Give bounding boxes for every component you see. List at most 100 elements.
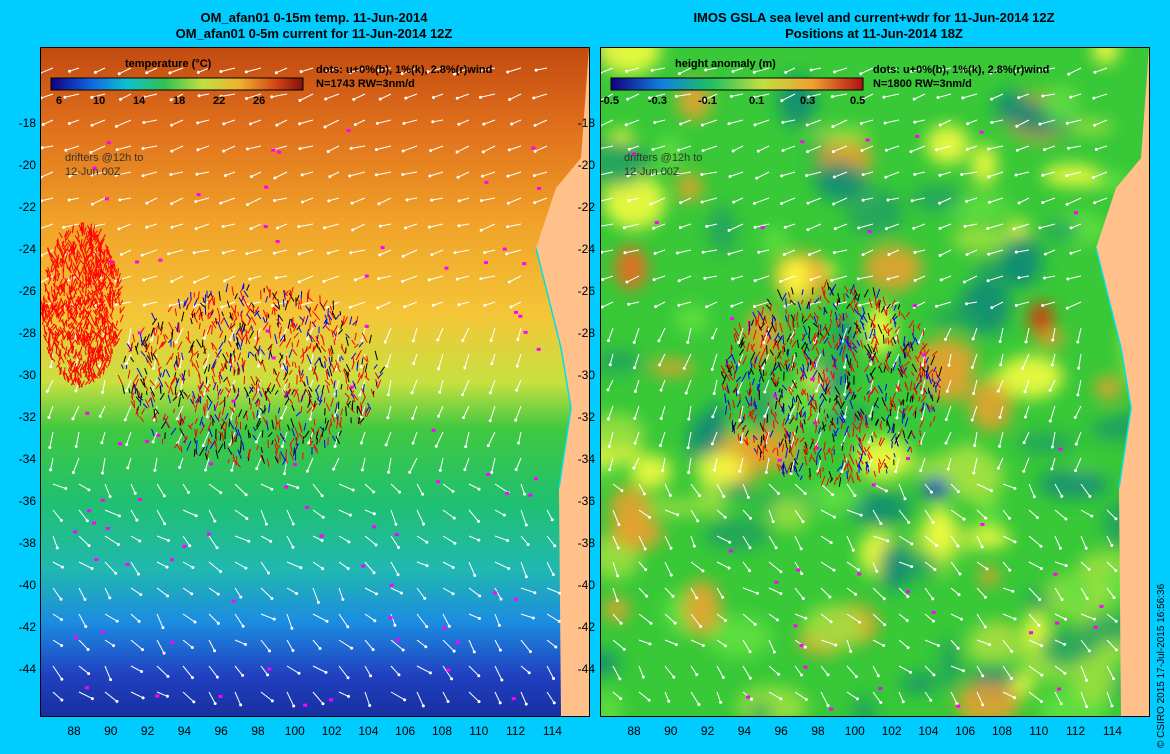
- current-arrow: [494, 561, 509, 570]
- sla-patch: [610, 516, 664, 550]
- drifter-dot: [304, 505, 309, 509]
- drifter-track: [262, 316, 266, 323]
- current-arrow-head: [509, 305, 513, 309]
- drifter-track: [910, 447, 912, 453]
- drifter-track: [760, 322, 766, 329]
- drifter-track: [151, 318, 158, 325]
- drifter-dot: [1099, 604, 1104, 608]
- drifter-track: [846, 471, 849, 480]
- current-arrow: [626, 275, 640, 283]
- drifter-track: [823, 307, 826, 315]
- current-arrow: [195, 223, 210, 230]
- current-arrow: [171, 119, 184, 126]
- current-arrow: [690, 535, 695, 547]
- drifter-track: [197, 393, 201, 403]
- drifter-track: [822, 421, 826, 432]
- drifter-track: [83, 264, 86, 271]
- current-arrow: [976, 613, 986, 628]
- current-arrow-head: [112, 644, 116, 648]
- current-arrow: [729, 171, 744, 177]
- drifter-track: [832, 433, 835, 442]
- current-arrow: [946, 379, 952, 392]
- drifter-track: [104, 326, 108, 336]
- drifter-track: [91, 347, 97, 358]
- drifter-dot: [231, 599, 236, 603]
- current-arrow-head: [272, 617, 276, 621]
- current-arrow-head: [1038, 68, 1042, 72]
- drifter-track: [264, 390, 268, 401]
- drifter-track: [65, 351, 71, 358]
- drifter-track: [351, 339, 356, 346]
- drifter-track: [749, 410, 753, 420]
- drifter-track: [219, 330, 224, 338]
- current-arrow-head: [434, 444, 438, 448]
- current-arrow-head: [90, 567, 94, 571]
- current-arrow-head: [855, 697, 859, 701]
- current-arrow-head: [115, 148, 119, 152]
- current-arrow-head: [358, 393, 362, 397]
- drifter-track: [199, 374, 201, 384]
- current-arrow-head: [386, 393, 390, 397]
- current-arrow: [716, 665, 724, 678]
- drifter-track: [214, 401, 219, 411]
- current-arrow-head: [801, 597, 805, 601]
- drifter-track: [90, 297, 95, 308]
- current-arrow: [937, 93, 952, 99]
- drifter-track: [825, 447, 831, 455]
- drifter-track: [730, 360, 735, 371]
- current-arrow-head: [935, 543, 939, 547]
- drifter-track: [927, 374, 932, 385]
- drifter-track: [904, 381, 907, 388]
- current-arrow-head: [116, 542, 120, 546]
- drifter-track: [117, 272, 121, 283]
- drifter-track: [173, 365, 177, 371]
- drifter-track: [247, 303, 252, 310]
- current-arrow-head: [275, 123, 279, 127]
- current-arrow-head: [894, 336, 898, 340]
- drifter-track: [353, 343, 359, 349]
- current-arrow: [143, 93, 158, 98]
- current-arrow: [182, 561, 194, 568]
- drifter-dot: [87, 509, 92, 513]
- current-arrow: [156, 587, 168, 597]
- drifter-track: [866, 446, 871, 452]
- drifter-track: [94, 308, 97, 314]
- drifter-track: [90, 369, 93, 378]
- current-arrow-head: [490, 362, 494, 366]
- drifter-track: [856, 450, 862, 456]
- sla-patch: [808, 126, 872, 144]
- drifter-track: [255, 384, 258, 393]
- current-arrow: [753, 93, 770, 98]
- drifter-track: [71, 323, 76, 329]
- drifter-track: [840, 412, 846, 423]
- current-arrow: [412, 327, 418, 341]
- drifter-dot: [483, 261, 488, 265]
- drifter-track: [68, 370, 74, 378]
- drifter-track: [916, 372, 921, 381]
- current-arrow-head: [884, 175, 888, 179]
- current-arrow: [52, 509, 62, 521]
- current-arrow-head: [201, 444, 205, 448]
- sea-level-map[interactable]: [600, 47, 1150, 717]
- drifter-track: [914, 411, 917, 419]
- current-arrow-head: [401, 173, 405, 177]
- drifter-track: [115, 280, 120, 288]
- y-tick-label: -22: [18, 200, 36, 214]
- drifter-track: [61, 240, 65, 248]
- current-arrow-head: [109, 678, 113, 682]
- drifter-track: [879, 458, 886, 469]
- drifter-track: [54, 323, 59, 332]
- current-arrow-head: [719, 700, 723, 704]
- drifter-track: [328, 356, 332, 367]
- current-arrow-head: [674, 94, 678, 98]
- drifter-track: [66, 229, 70, 236]
- drifter-track: [249, 386, 254, 393]
- drifter-track: [903, 336, 906, 346]
- current-arrow-head: [219, 569, 223, 573]
- temperature-map[interactable]: [40, 47, 590, 717]
- drifter-track: [785, 447, 789, 459]
- drifter-track: [853, 294, 857, 300]
- drifter-track: [179, 389, 185, 399]
- current-arrow-head: [701, 149, 705, 153]
- current-arrow-head: [667, 699, 671, 703]
